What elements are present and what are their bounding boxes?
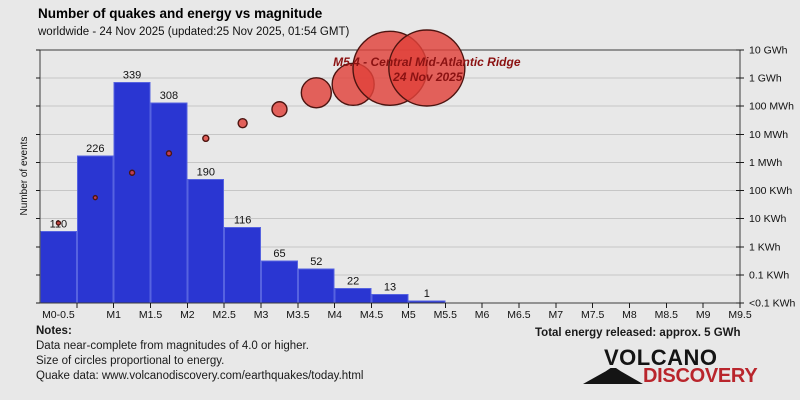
largest-quake-annotation-line2: 24 Nov 2025 (392, 70, 463, 84)
right-axis-tick-label: <0.1 KWh (749, 298, 796, 310)
quake-count-bar (150, 102, 188, 304)
energy-bubble (271, 101, 288, 118)
logo-word-volcano: VOLCANO (604, 345, 718, 370)
right-axis-tick-label: 10 GWh (749, 45, 788, 57)
largest-quake-annotation-line1: M5.4 - Central Mid-Atlantic Ridge (333, 55, 521, 69)
quake-count-bar (297, 268, 335, 304)
x-axis-tick-label: M8.5 (655, 309, 679, 321)
x-axis-tick-label: M6.5 (507, 309, 531, 321)
right-axis-tick-label: 0.1 KWh (749, 269, 789, 281)
energy-bubble (128, 169, 136, 176)
notes-block: Notes: Data near-complete from magnitude… (36, 324, 364, 384)
quake-count-bar (76, 155, 114, 304)
quake-count-bar (113, 82, 151, 304)
x-axis-tick-label: M3 (254, 309, 269, 321)
notes-line-1: Data near-complete from magnitudes of 4.… (36, 340, 309, 352)
energy-bubble (55, 220, 62, 226)
x-axis-tick-label: M2 (180, 309, 195, 321)
bar-value-label: 116 (234, 215, 252, 227)
quake-count-bar (187, 179, 225, 304)
quake-count-bar (371, 294, 409, 304)
chart-subtitle: worldwide - 24 Nov 2025 (updated:25 Nov … (38, 26, 350, 38)
bar-value-label: 52 (310, 256, 322, 268)
right-axis-tick-label: 1 GWh (749, 73, 782, 85)
x-axis-tick-label: M2.5 (213, 309, 237, 321)
x-axis-tick-label: M3.5 (286, 309, 310, 321)
energy-bubble (92, 194, 98, 201)
bar-value-label: 1 (424, 288, 430, 300)
notes-heading: Notes: (36, 325, 72, 337)
bar-value-label: 190 (197, 167, 215, 179)
quake-count-bar (334, 288, 372, 304)
right-axis-tick-label: 1 MWh (749, 157, 782, 169)
y-axis-title: Number of events (19, 137, 30, 216)
total-energy-label: Total energy released: approx. 5 GWh (535, 327, 741, 339)
x-axis-tick-label: M9.5 (728, 309, 752, 321)
energy-bubble (388, 29, 466, 107)
x-axis-tick-label: M5 (401, 309, 416, 321)
energy-bubble (165, 150, 173, 157)
energy-bubble (202, 134, 210, 143)
quake-count-bar (224, 227, 262, 304)
right-axis-tick-label: 100 KWh (749, 185, 792, 197)
bar-value-label: 226 (86, 143, 104, 155)
energy-bubble (237, 117, 248, 129)
right-axis-tick-label: 100 MWh (749, 101, 794, 113)
logo-word-discovery: DISCOVERY (643, 365, 758, 387)
bar-value-label: 13 (384, 282, 396, 294)
x-axis-tick-label: M7.5 (581, 309, 605, 321)
volcanodiscovery-logo: VOLCANO DISCOVERY (583, 345, 763, 390)
x-axis-tick-label: M4.5 (360, 309, 384, 321)
x-axis-tick-label: M5.5 (434, 309, 458, 321)
right-axis-tick-label: 1 KWh (749, 241, 781, 253)
x-axis-tick-label: M9 (696, 309, 711, 321)
chart-title: Number of quakes and energy vs magnitude (38, 6, 323, 21)
x-axis-tick-label: M8 (622, 309, 637, 321)
x-axis-tick-label: M1.5 (139, 309, 163, 321)
x-axis-tick-label: M1 (106, 309, 121, 321)
bar-value-label: 22 (347, 276, 359, 288)
notes-line-2: Size of circles proportional to energy. (36, 355, 225, 367)
x-axis-tick-label: M7 (548, 309, 563, 321)
bar-value-label: 308 (160, 90, 178, 102)
quake-count-bar (40, 231, 77, 304)
right-axis-tick-label: 10 KWh (749, 213, 787, 225)
bar-value-label: 65 (273, 248, 285, 260)
quake-count-bar (261, 260, 298, 304)
notes-line-3: Quake data: www.volcanodiscovery.com/ear… (36, 370, 364, 382)
right-axis-tick-label: 10 MWh (749, 129, 788, 141)
energy-bubble (300, 77, 333, 109)
bar-value-label: 339 (123, 70, 141, 82)
x-axis-tick-label: M4 (327, 309, 342, 321)
x-axis-tick-label: M6 (475, 309, 490, 321)
x-axis-tick-label: M0-0.5 (42, 309, 75, 321)
